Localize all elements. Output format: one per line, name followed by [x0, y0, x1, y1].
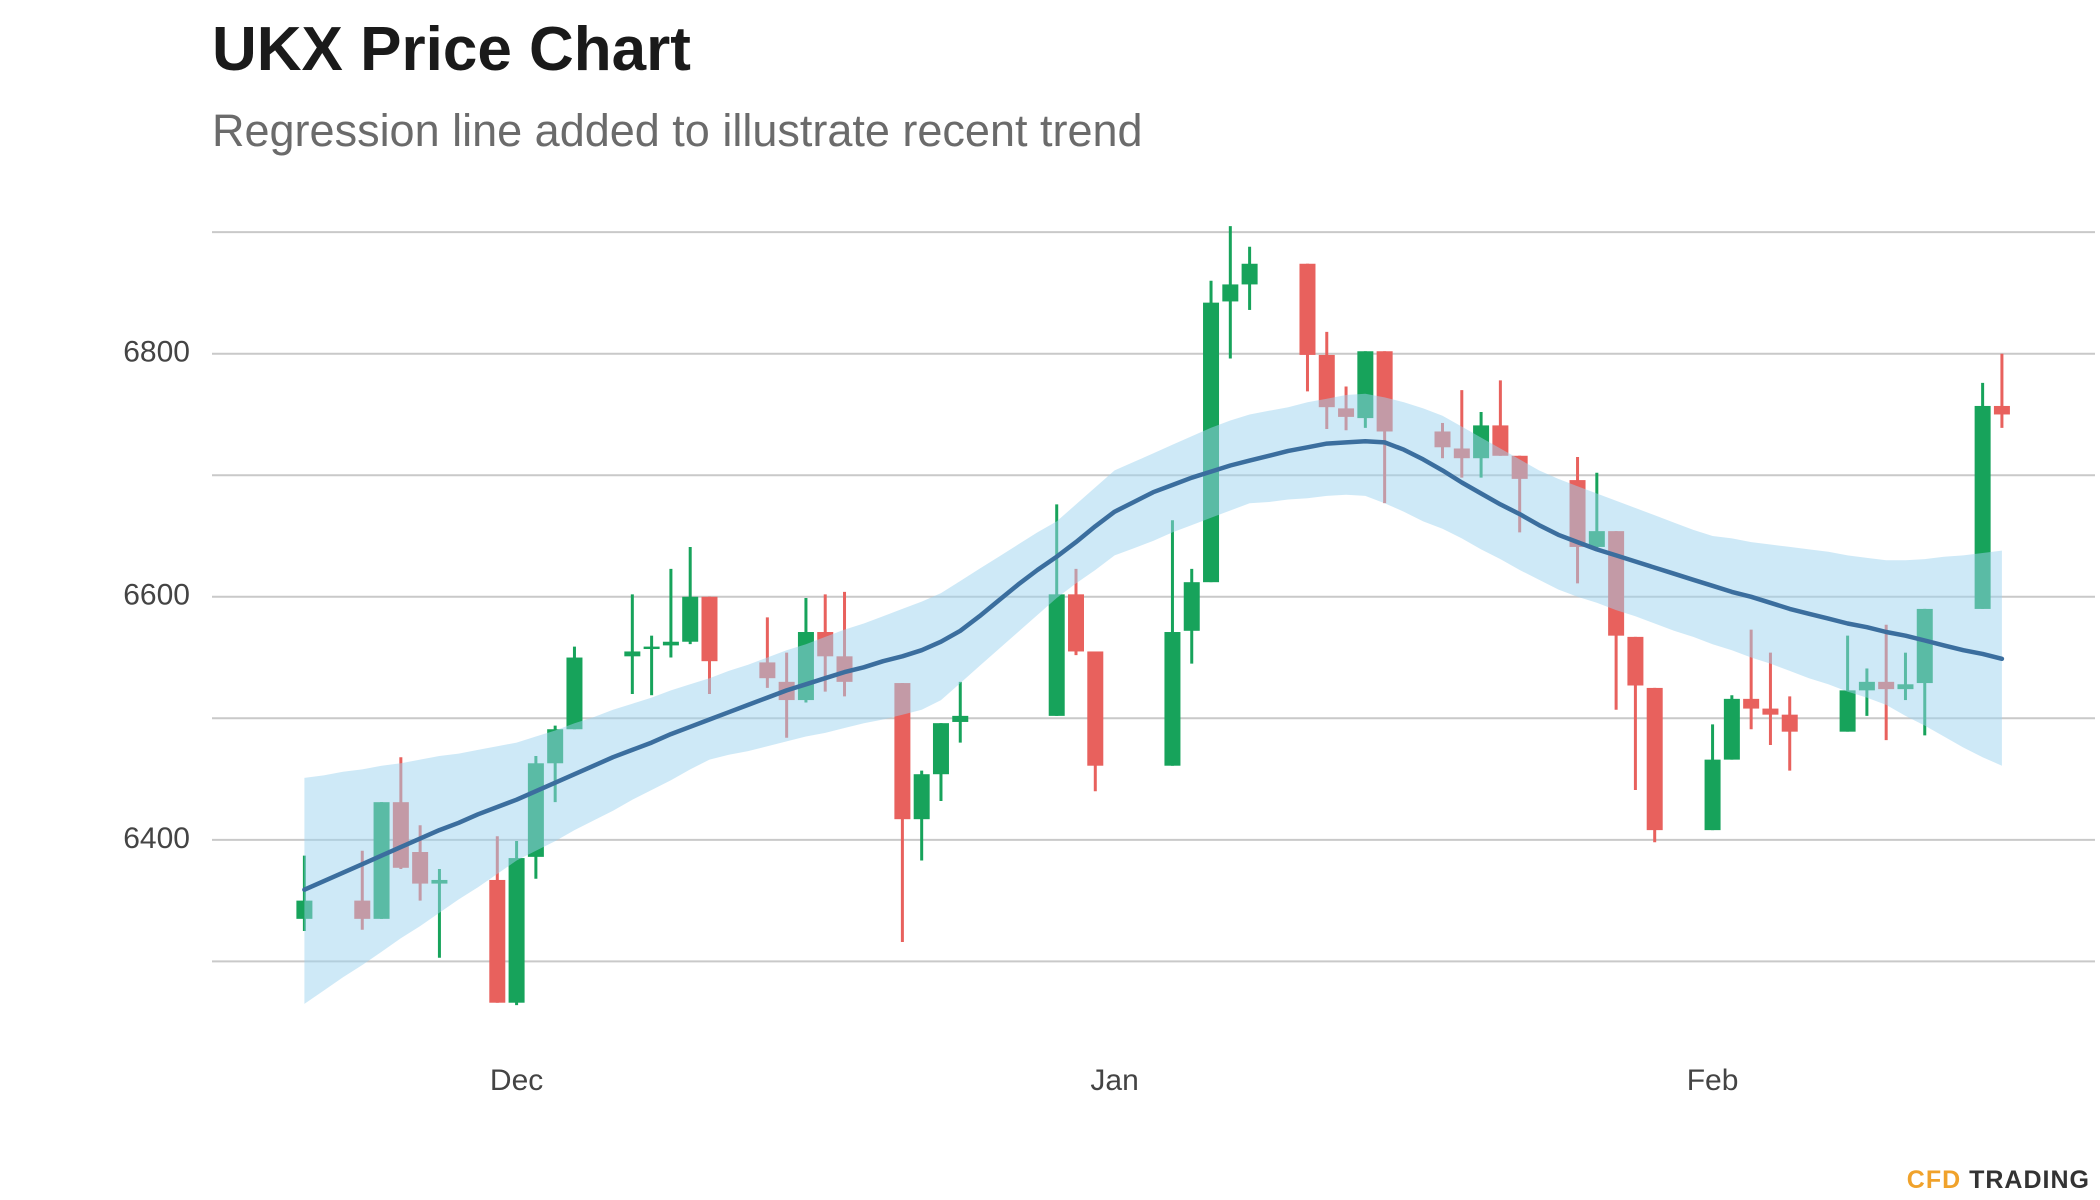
brand-prefix: CFD — [1907, 1166, 1961, 1194]
candle-body — [1087, 651, 1104, 766]
x-tick-label: Dec — [490, 1064, 543, 1097]
candle-body — [1839, 690, 1856, 732]
candle-body — [913, 774, 930, 820]
regression-line — [302, 438, 2005, 892]
candle-body — [1068, 594, 1084, 652]
candle-body — [1183, 582, 1200, 631]
candle-body — [1222, 284, 1239, 302]
candle-body — [662, 641, 679, 646]
y-tick-label: 6600 — [123, 579, 190, 612]
regression — [302, 393, 2005, 1004]
candle-body — [952, 715, 969, 722]
candle-body — [894, 683, 911, 820]
y-tick-label: 6400 — [123, 822, 190, 855]
candle-body — [1704, 759, 1721, 831]
chart-subtitle: Regression line added to illustrate rece… — [212, 105, 1143, 156]
candle-body — [932, 723, 949, 775]
candle-body — [489, 879, 506, 1003]
x-tick-label: Jan — [1090, 1064, 1138, 1097]
candle-body — [682, 596, 699, 642]
candle-body — [643, 646, 660, 650]
candle-body — [1993, 405, 2010, 415]
x-tick-label: Feb — [1687, 1064, 1739, 1097]
candle-body — [1299, 263, 1316, 355]
y-tick-label: 6800 — [123, 336, 190, 369]
candle-body — [1743, 698, 1760, 709]
candle-body — [1164, 632, 1181, 766]
candle-body — [1723, 698, 1740, 760]
candle-body — [1781, 714, 1798, 732]
candle-body — [1241, 263, 1258, 285]
candle-body — [566, 657, 583, 730]
candle-body — [1762, 708, 1779, 715]
confidence-band — [304, 393, 2002, 1004]
candle-body — [508, 858, 525, 1003]
brand: CFD TRADING — [1907, 1166, 2090, 1194]
candle-body — [1627, 636, 1644, 686]
candle-body — [1318, 354, 1335, 408]
chart-title: UKX Price Chart — [212, 15, 691, 84]
candle-body — [1646, 687, 1663, 831]
candle-body — [624, 651, 641, 657]
brand-name: TRADING — [1969, 1166, 2090, 1194]
candle-body — [1048, 594, 1065, 716]
candle-body — [701, 596, 718, 662]
